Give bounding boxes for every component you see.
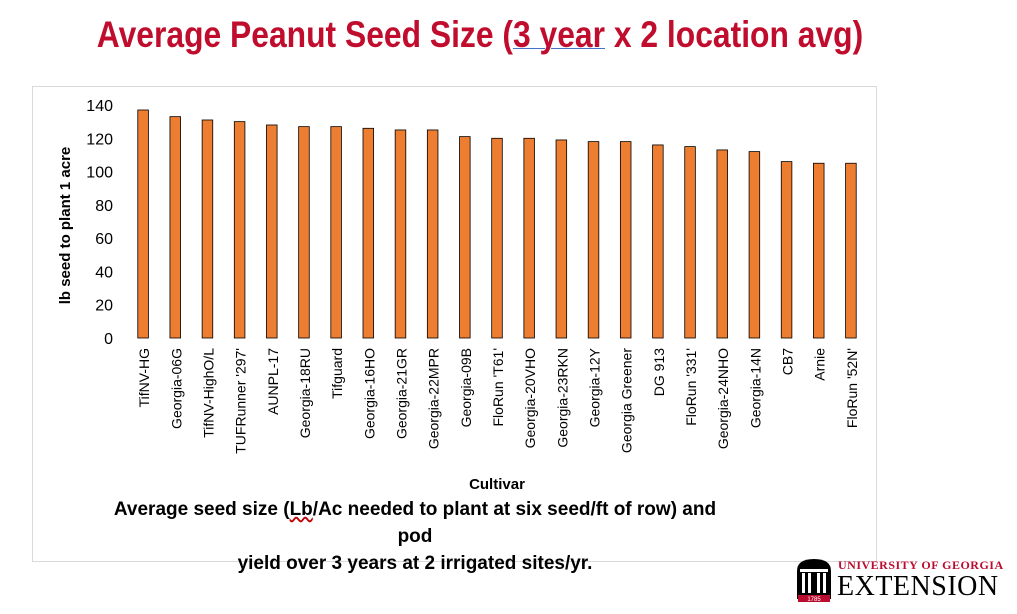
x-tick-label: Georgia-20VHO	[522, 348, 538, 448]
caption-line-1: Average seed size (Lb/Ac needed to plant…	[100, 496, 730, 550]
x-tick-label: TifNV-HighO/L	[200, 348, 216, 438]
bar	[330, 126, 342, 339]
x-axis-label: Cultivar	[469, 476, 525, 493]
y-tick-label: 20	[95, 298, 113, 315]
bar	[684, 146, 696, 339]
x-tick-label: Georgia-24NHO	[715, 348, 731, 449]
x-tick-label: Georgia Greener	[619, 348, 635, 453]
x-tick-label: Georgia-14N	[747, 348, 763, 428]
x-tick-label: Georgia-06G	[168, 348, 184, 429]
bar	[201, 119, 214, 339]
x-tick-label: TifNV-HG	[136, 348, 152, 407]
bar	[845, 162, 857, 339]
bar	[716, 149, 728, 339]
x-tick-label: CB7	[780, 348, 796, 375]
bar	[619, 141, 632, 339]
x-tick-label: FloRun '52N'	[844, 348, 860, 428]
bar	[298, 126, 310, 339]
uga-arch-seal-icon: 1785	[797, 559, 831, 603]
x-tick-label: Georgia-21GR	[393, 348, 409, 439]
bar	[169, 116, 181, 339]
x-tick-label: FloRun 'T61'	[490, 348, 506, 427]
x-tick-label: Georgia-16HO	[361, 348, 377, 439]
logo-extension-text: EXTENSION	[837, 571, 999, 602]
y-axis-label: lb seed to plant 1 acre	[57, 147, 74, 305]
y-tick-label: 100	[86, 165, 113, 182]
title-part-2: x 2 location avg)	[605, 14, 864, 55]
bar	[233, 121, 246, 339]
bar	[780, 161, 793, 339]
caption-text-b: Lb	[289, 499, 313, 520]
bar	[459, 136, 471, 339]
x-tick-label: AUNPL-17	[265, 348, 281, 415]
y-tick-label: 60	[95, 231, 113, 248]
bar	[426, 129, 439, 339]
bar	[137, 109, 149, 339]
x-tick-label: Tifguard	[329, 348, 345, 399]
slide-title: Average Peanut Seed Size (3 year x 2 loc…	[67, 14, 893, 56]
bar	[555, 139, 568, 339]
peanut-seed-size-chart: 0 20 40 60 80 100 120 140 TifNV-HG Georgia-06G Tif…	[57, 98, 860, 493]
caption-text-c: /Ac needed to plant at six seed/ft of ro…	[312, 499, 717, 547]
bar	[394, 129, 407, 339]
y-tick-label: 0	[104, 331, 113, 348]
title-underlined: 3 year	[512, 14, 606, 55]
chart-caption: Average seed size (Lb/Ac needed to plant…	[100, 496, 730, 577]
x-tick-label: Georgia-22MPR	[426, 348, 442, 449]
bar	[813, 162, 825, 339]
bar	[587, 141, 600, 339]
bar	[652, 144, 664, 339]
caption-text-a: Average seed size (	[113, 499, 290, 520]
bar	[362, 127, 375, 339]
logo-university-text: UNIVERSITY OF GEORGIA	[838, 558, 1004, 572]
x-tick-label: Georgia-23RKN	[554, 348, 570, 448]
bar	[266, 124, 278, 339]
bar	[523, 137, 535, 339]
y-tick-label: 40	[95, 264, 113, 281]
x-tick-label: Arnie	[812, 348, 828, 381]
caption-line-2: yield over 3 years at 2 irrigated sites/…	[237, 553, 593, 574]
y-tick-label: 140	[86, 98, 113, 115]
y-tick-label: 120	[86, 131, 113, 148]
title-part-1: Average Peanut Seed Size (	[96, 14, 513, 55]
y-tick-label: 80	[95, 198, 113, 215]
x-tick-label: Georgia-12Y	[587, 347, 603, 427]
x-tick-label: Georgia-09B	[458, 348, 474, 427]
x-tick-label: Georgia-18RU	[297, 348, 313, 438]
x-tick-label: DG 913	[651, 348, 667, 396]
x-tick-label: FloRun '331'	[683, 348, 699, 426]
bar	[491, 137, 503, 339]
uga-extension-logo: 1785 UNIVERSITY OF GEORGIA EXTENSION	[794, 555, 1004, 607]
seal-year: 1785	[807, 597, 821, 603]
bar	[748, 151, 761, 339]
x-tick-label: TUFRunner '297'	[233, 348, 249, 454]
